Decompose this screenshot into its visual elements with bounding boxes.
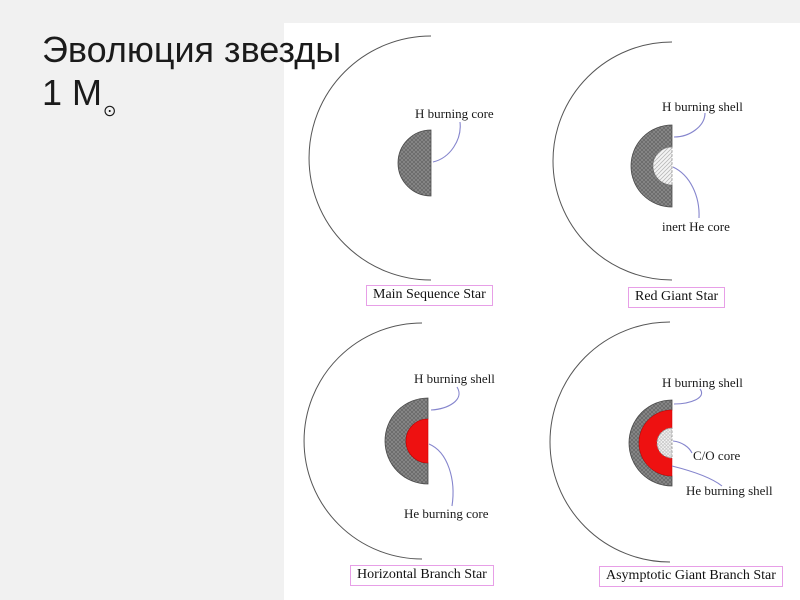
stellar-envelope-arc: [552, 41, 673, 281]
stellar-envelope-arc: [308, 35, 432, 281]
solar-mass-icon: ⊙: [103, 101, 117, 121]
slide-title-line2: 1 M⊙: [42, 72, 117, 121]
inert-he-core-shape: [652, 146, 673, 186]
red-giant-diagram: [552, 41, 706, 281]
caption-horizontal-branch-star: Horizontal Branch Star: [350, 565, 494, 586]
stellar-envelope-arc: [549, 321, 671, 563]
label-he-burning-core: He burning core: [404, 506, 489, 521]
caption-red-giant-star: Red Giant Star: [628, 287, 726, 308]
main-sequence-diagram: [308, 35, 461, 281]
caption-agb-star: Asymptotic Giant Branch Star: [599, 566, 783, 587]
co-core-shape: [656, 427, 673, 459]
slide-title-line1: Эволюция звезды: [42, 29, 342, 70]
diagram-canvas: [284, 23, 800, 600]
agb-diagram: [549, 321, 723, 563]
horizontal-branch-diagram: [303, 322, 460, 560]
label-h-burning-core: H burning core: [415, 106, 494, 121]
label-inert-he-core: inert He core: [662, 219, 730, 234]
slide-title: Эволюция звезды 1 M⊙: [42, 28, 342, 121]
caption-main-sequence-star: Main Sequence Star: [366, 285, 493, 306]
label-he-burning-shell: He burning shell: [686, 483, 773, 498]
leader-line: [673, 112, 706, 138]
leader-line: [672, 440, 693, 454]
label-co-core: C/O core: [693, 448, 741, 463]
leader-line: [673, 388, 703, 405]
h-burning-core-shape: [397, 129, 432, 197]
leader-line: [430, 386, 460, 411]
leader-line: [672, 166, 700, 219]
label-h-burning-shell: H burning shell: [414, 371, 495, 386]
leader-line: [432, 121, 461, 163]
he-burning-core-shape: [405, 418, 429, 464]
leader-line: [671, 465, 723, 487]
label-h-burning-shell: H burning shell: [662, 375, 743, 390]
label-h-burning-shell: H burning shell: [662, 99, 743, 114]
leader-line: [428, 443, 454, 507]
stellar-envelope-arc: [303, 322, 423, 560]
